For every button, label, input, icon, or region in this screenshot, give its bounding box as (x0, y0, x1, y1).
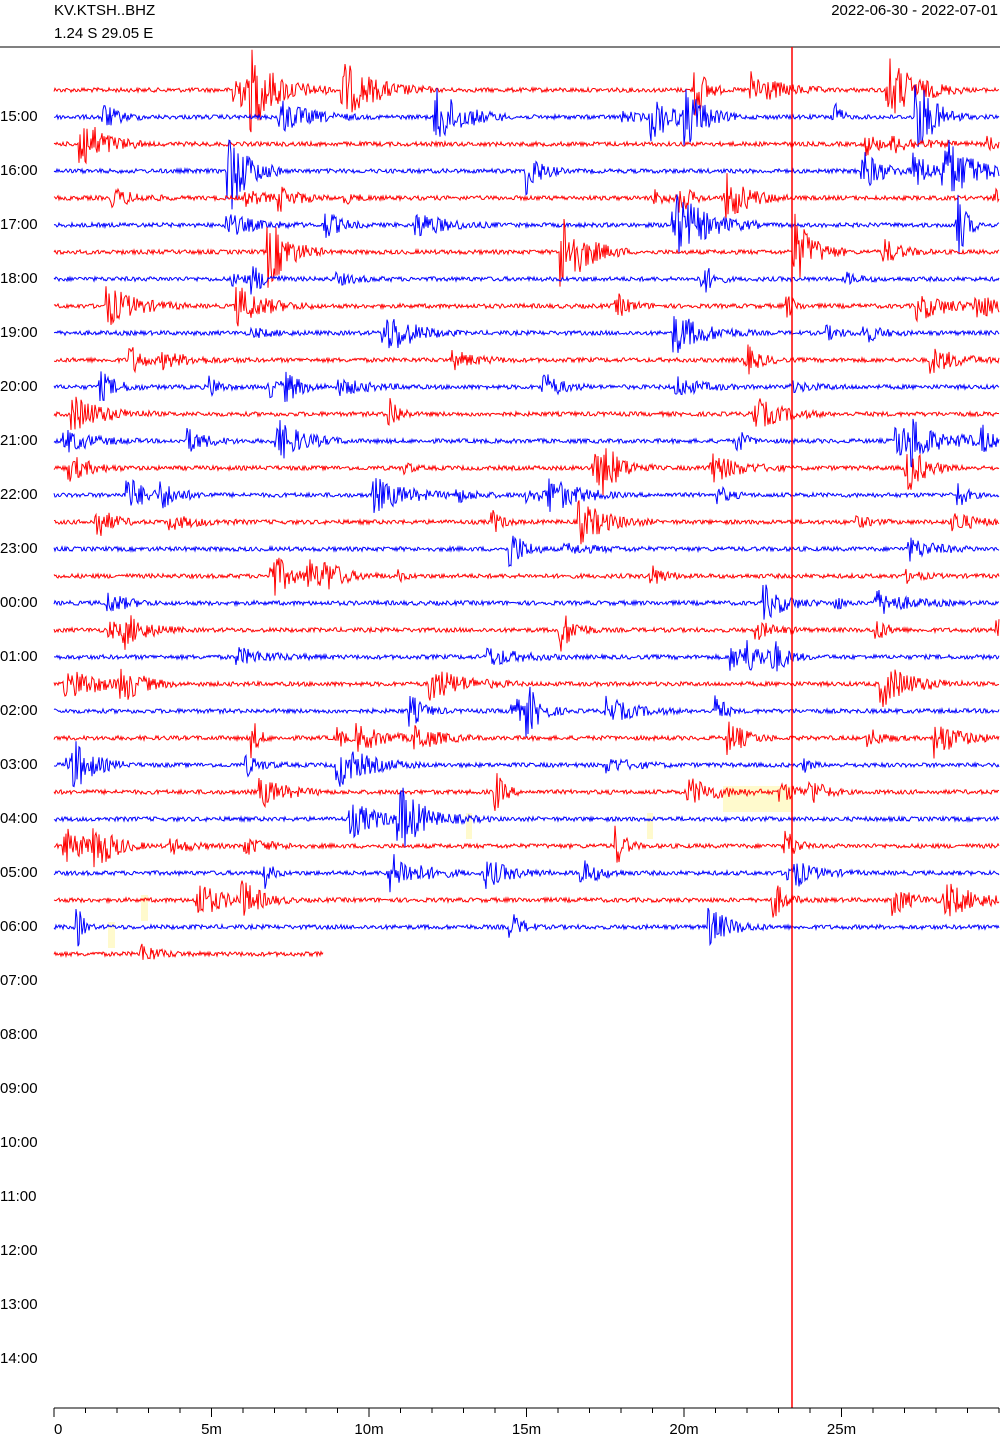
trace (53, 49, 1000, 133)
trace (53, 500, 1000, 545)
trace (53, 85, 1000, 148)
hour-label: 21:00 (0, 432, 38, 449)
trace (53, 686, 1000, 739)
trace (53, 448, 1000, 496)
x-tick-label: 0 (54, 1421, 62, 1438)
gap (108, 922, 115, 948)
trace (53, 943, 324, 960)
trace (54, 640, 1000, 672)
trace (53, 880, 1000, 918)
hour-label: 12:00 (0, 1242, 38, 1259)
location: 1.24 S 29.05 E (54, 25, 153, 42)
gap (723, 786, 793, 812)
trace (53, 173, 1000, 222)
hour-label: 04:00 (0, 810, 38, 827)
trace (53, 478, 1000, 513)
hour-label: 17:00 (0, 216, 38, 233)
gap (466, 813, 472, 839)
trace (53, 787, 1000, 848)
hour-label: 10:00 (0, 1134, 38, 1151)
hour-label: 13:00 (0, 1296, 38, 1313)
trace (53, 139, 1000, 210)
hour-label: 06:00 (0, 918, 38, 935)
trace (53, 584, 999, 620)
x-tick-label: 5m (201, 1421, 222, 1438)
hour-label: 20:00 (0, 378, 38, 395)
hour-label: 05:00 (0, 864, 38, 881)
hour-label: 11:00 (0, 1188, 36, 1205)
trace (53, 371, 1000, 403)
trace (54, 316, 1000, 353)
trace (53, 344, 1000, 375)
trace (53, 213, 1000, 288)
trace (53, 721, 1000, 759)
trace (53, 907, 1000, 947)
trace (53, 535, 1000, 568)
hour-label: 16:00 (0, 162, 38, 179)
gap (647, 813, 653, 839)
hour-label: 01:00 (0, 648, 38, 665)
trace (53, 266, 1000, 295)
gap (141, 895, 148, 921)
x-tick-label: 10m (354, 1421, 383, 1438)
trace (53, 615, 1000, 652)
trace (53, 194, 1000, 255)
x-tick-label: 15m (512, 1421, 541, 1438)
date-range: 2022-06-30 - 2022-07-01 (831, 2, 998, 19)
x-tick-label: 20m (669, 1421, 698, 1438)
hour-label: 22:00 (0, 486, 38, 503)
trace (53, 825, 1000, 868)
hour-label: 07:00 (0, 972, 38, 989)
hour-label: 09:00 (0, 1080, 38, 1097)
hour-label: 08:00 (0, 1026, 38, 1043)
trace (53, 126, 1000, 165)
trace (53, 773, 1000, 811)
trace (53, 668, 1000, 708)
hour-label: 00:00 (0, 594, 38, 611)
hour-label: 14:00 (0, 1350, 38, 1367)
hour-label: 15:00 (0, 108, 38, 125)
station: KV.KTSH..BHZ (54, 2, 155, 19)
hour-label: 19:00 (0, 324, 38, 341)
trace (53, 286, 1000, 327)
hour-label: 23:00 (0, 540, 38, 557)
trace (53, 741, 1000, 788)
trace (53, 396, 1000, 430)
x-tick-label: 25m (827, 1421, 856, 1438)
trace (53, 854, 1000, 893)
hour-label: 18:00 (0, 270, 38, 287)
trace (53, 557, 1000, 596)
hour-label: 02:00 (0, 702, 38, 719)
hour-label: 03:00 (0, 756, 38, 773)
trace (53, 418, 1000, 468)
